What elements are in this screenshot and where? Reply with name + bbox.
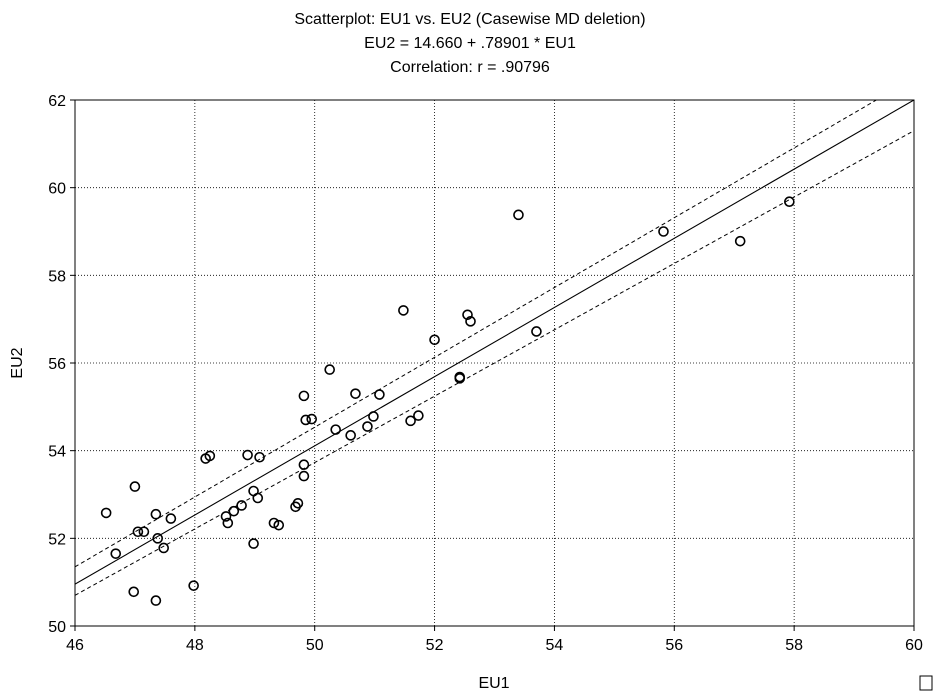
data-point	[129, 587, 138, 596]
y-tick-label: 54	[48, 444, 66, 461]
chart-correlation: Correlation: r = .90796	[390, 59, 550, 76]
chart-title: Scatterplot: EU1 vs. EU2 (Casewise MD de…	[294, 11, 645, 28]
resize-handle[interactable]	[920, 676, 932, 690]
y-axis-label: EU2	[9, 347, 26, 378]
data-point	[151, 596, 160, 605]
data-point	[325, 365, 334, 374]
y-tick-label: 52	[48, 531, 66, 548]
data-point	[299, 391, 308, 400]
data-point	[130, 482, 139, 491]
data-point	[346, 431, 355, 440]
y-tick-label: 62	[48, 93, 66, 110]
data-point	[166, 514, 175, 523]
data-point	[363, 422, 372, 431]
data-point	[331, 425, 340, 434]
data-point	[139, 527, 148, 536]
data-point	[111, 549, 120, 558]
regression-line	[75, 100, 914, 584]
data-point	[249, 539, 258, 548]
confidence-upper-line	[75, 78, 914, 567]
x-tick-label: 48	[186, 637, 204, 654]
data-point	[375, 390, 384, 399]
data-point	[237, 501, 246, 510]
data-point	[414, 411, 423, 420]
data-points	[102, 197, 794, 605]
y-tick-label: 58	[48, 268, 66, 285]
x-axis-label: EU1	[478, 675, 509, 692]
x-tick-labels: 46 48 50 52 54 56 58 60	[66, 626, 923, 654]
x-tick-label: 46	[66, 637, 84, 654]
confidence-band	[75, 78, 914, 595]
data-point	[253, 494, 262, 503]
x-tick-label: 56	[665, 637, 683, 654]
data-point	[736, 237, 745, 246]
x-tick-label: 54	[546, 637, 564, 654]
data-point	[243, 451, 252, 460]
fit-line-group	[75, 100, 914, 584]
data-point	[102, 508, 111, 517]
data-point	[151, 510, 160, 519]
data-point	[514, 210, 523, 219]
y-tick-label: 50	[48, 619, 66, 636]
x-tick-label: 58	[785, 637, 803, 654]
data-point	[299, 460, 308, 469]
data-point	[189, 581, 198, 590]
data-point	[369, 412, 378, 421]
data-point	[399, 306, 408, 315]
chart-equation: EU2 = 14.660 + .78901 * EU1	[364, 35, 576, 52]
data-point	[159, 543, 168, 552]
x-tick-label: 50	[306, 637, 324, 654]
data-point	[532, 327, 541, 336]
y-tick-label: 60	[48, 181, 66, 198]
y-tick-labels: 50 52 54 56 58 60 62	[48, 93, 75, 636]
confidence-lower-line	[75, 131, 914, 596]
data-point	[430, 335, 439, 344]
x-tick-label: 60	[905, 637, 923, 654]
y-tick-label: 56	[48, 356, 66, 373]
data-point	[659, 227, 668, 236]
x-tick-label: 52	[426, 637, 444, 654]
data-point	[307, 415, 316, 424]
data-point	[299, 472, 308, 481]
data-point	[351, 389, 360, 398]
